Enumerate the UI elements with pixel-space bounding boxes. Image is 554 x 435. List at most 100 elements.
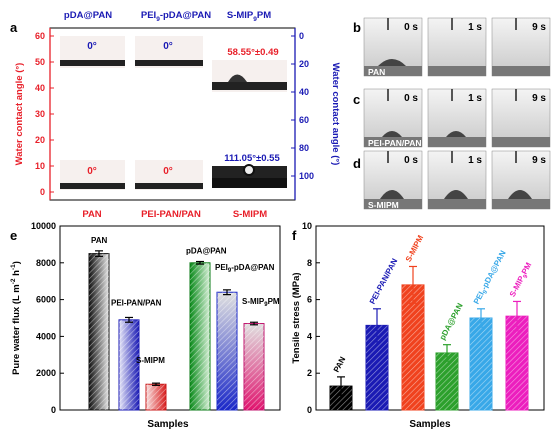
time-label: 0 s — [404, 155, 418, 166]
angle-label-pda-pan: 0° — [87, 41, 97, 52]
bar-hatch — [470, 318, 492, 410]
droplet-image-pei-pda-pan: 0° — [135, 36, 203, 68]
time-label: 9 s — [532, 93, 546, 104]
bar-label: PEI9-pDA@PAN — [215, 263, 275, 274]
droplet-image-pei-pan: 0° — [135, 160, 203, 190]
droplet-frame-b-1: 1 s — [427, 17, 487, 77]
bar-hatch — [217, 292, 237, 410]
bar-label: pDA@PAN — [438, 301, 465, 341]
bar-hatch — [190, 262, 210, 410]
bar-label: PEI-PAN/PAN — [368, 257, 400, 306]
right-tick-label: 100 — [299, 171, 314, 181]
left-axis-ticks: 60 50 40 30 20 10 0 — [35, 31, 54, 197]
time-label: 0 s — [404, 93, 418, 104]
droplet-icon — [378, 59, 406, 66]
right-axis-ticks: 0 20 40 60 80 100 — [291, 31, 314, 181]
sample-label-d: S-MIPM — [368, 200, 399, 210]
y-tick-label: 10000 — [31, 221, 56, 231]
bar-4: PEI9-pDA@PAN — [469, 249, 510, 411]
droplet-icon — [382, 131, 402, 137]
angle-label-smip-pm: 58.55°±0.49 — [227, 47, 278, 58]
y-tick-label: 2000 — [36, 368, 56, 378]
bar-1: PEI-PAN/PAN — [365, 257, 400, 411]
bar-hatch — [366, 325, 388, 410]
y-tick-label: 4 — [307, 331, 312, 341]
sample-label-b: PAN — [368, 67, 385, 77]
droplet-frame-c-0: 0 s — [363, 88, 423, 148]
time-label: 0 s — [404, 22, 418, 33]
angle-label-pan: 0° — [87, 166, 97, 177]
y-tick-label: 0 — [51, 405, 56, 415]
bar-2: S-MIPM — [401, 233, 426, 411]
label-pda-pan: pDA@PAN — [64, 10, 112, 21]
label-pei-pda-pan: PEI9-pDA@PAN — [141, 10, 211, 23]
y-tick-label: 8 — [307, 258, 312, 268]
droplet-image-smipm: 111.05°±0.55 — [212, 153, 287, 188]
bar-label: S-MIPM — [136, 356, 165, 365]
panel-a-letter: a — [10, 20, 18, 35]
panel-e-frame — [59, 225, 281, 411]
panel-c: c 0 s 1 s 9 s PEI-PAN/PAN — [353, 88, 551, 148]
bar-2: S-MIPM — [136, 356, 167, 411]
time-label: 1 s — [468, 155, 482, 166]
bar-3: pDA@PAN — [186, 247, 227, 411]
y-tick-label: 6 — [307, 295, 312, 305]
droplet-icon — [380, 190, 404, 199]
left-tick-label: 10 — [35, 161, 45, 171]
bar-hatch — [146, 384, 166, 410]
bar-label: S-MIP9PM — [508, 261, 536, 300]
y-tick-label: 4000 — [36, 331, 56, 341]
bottom-label-smipm: S-MIPM — [233, 209, 267, 220]
y-tick-label: 0 — [307, 405, 312, 415]
left-tick-label: 60 — [35, 31, 45, 41]
right-tick-label: 0 — [299, 31, 304, 41]
droplet-frame-d-2: 9 s — [491, 150, 551, 210]
droplet-image-pan: 0° — [60, 160, 125, 190]
bar-label: PAN — [91, 236, 108, 245]
bar-label: S-MIPM — [404, 233, 426, 263]
bar-label: S-MIP9PM — [242, 297, 280, 308]
left-tick-label: 40 — [35, 83, 45, 93]
y-tick-label: 8000 — [36, 258, 56, 268]
panel-b-letter: b — [353, 20, 361, 35]
panel-f-frame — [315, 225, 545, 411]
bar-4: PEI9-pDA@PAN — [215, 263, 275, 411]
panel-f-xlabel: Samples — [409, 419, 451, 430]
time-label: 1 s — [468, 22, 482, 33]
bar-label: PEI-PAN/PAN — [111, 298, 162, 307]
bottom-label-pei-pan: PEI-PAN/PAN — [141, 209, 201, 220]
time-label: 9 s — [532, 22, 546, 33]
bar-0: PAN — [329, 355, 353, 411]
droplet-image-smip-pm: 58.55°±0.49 — [212, 47, 287, 92]
panel-d-letter: d — [353, 156, 361, 171]
bar-0: PAN — [88, 236, 110, 411]
sample-label-c: PEI-PAN/PAN — [368, 138, 422, 148]
y-tick-label: 10 — [302, 221, 312, 231]
panel-c-letter: c — [353, 92, 360, 107]
panel-d: d 0 s 1 s 9 s S-MIPM — [353, 150, 551, 210]
angle-label-pei-pan: 0° — [163, 166, 173, 177]
right-tick-label: 60 — [299, 115, 309, 125]
bar-label: PEI9-pDA@PAN — [472, 249, 510, 307]
left-tick-label: 20 — [35, 135, 45, 145]
droplet-frame-d-0: 0 s — [363, 150, 423, 210]
bar-hatch — [436, 352, 458, 410]
bar-label: pDA@PAN — [186, 247, 227, 256]
left-tick-label: 50 — [35, 57, 45, 67]
bar-1: PEI-PAN/PAN — [111, 298, 162, 411]
left-tick-label: 0 — [40, 187, 45, 197]
bar-hatch — [330, 386, 352, 410]
droplet-icon — [508, 190, 532, 199]
droplet-icon — [446, 131, 466, 137]
droplet-frame-c-2: 9 s — [491, 88, 551, 148]
panel-a: a pDA@PAN PEI9-pDA@PAN S-MIP9PM 60 50 40 30… — [10, 10, 341, 220]
y-tick-label: 2 — [307, 368, 312, 378]
panel-e: e 0 2000 4000 6000 8000 10000 PAN PEI-PAN/PAN S… — [10, 221, 281, 430]
panel-b: b 0 s 1 s 9 s PAN — [353, 17, 551, 77]
angle-label-pei-pda-pan: 0° — [163, 41, 173, 52]
right-tick-label: 20 — [299, 59, 309, 69]
right-tick-label: 80 — [299, 143, 309, 153]
right-axis-label: Water contact angle (°) — [330, 63, 341, 166]
